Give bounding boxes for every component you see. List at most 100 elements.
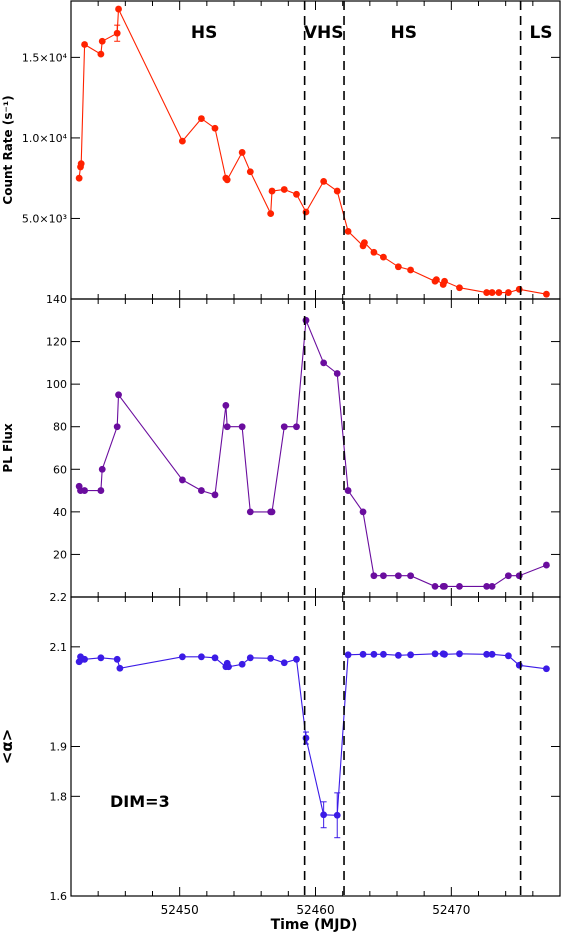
data-point xyxy=(488,582,496,590)
data-point xyxy=(115,5,122,13)
y-tick-label: 1.6 xyxy=(50,890,68,903)
data-point xyxy=(222,402,230,409)
data-point xyxy=(113,29,121,37)
data-point xyxy=(344,227,352,235)
data-point xyxy=(81,41,88,48)
y-axis-label: Count Rate (s⁻¹) xyxy=(1,95,15,204)
data-point xyxy=(488,289,496,296)
data-point xyxy=(441,582,448,590)
data-point xyxy=(543,290,550,298)
x-tick-label: 52460 xyxy=(296,903,334,917)
data-point xyxy=(543,561,550,569)
data-point xyxy=(344,651,352,659)
data-point xyxy=(280,423,288,431)
y-tick-label: 20 xyxy=(53,548,67,561)
data-point xyxy=(359,508,367,516)
data-point xyxy=(483,582,491,590)
data-point xyxy=(456,582,463,590)
data-point xyxy=(488,650,496,658)
data-point xyxy=(431,582,439,590)
y-tick-label: 5.0×10³ xyxy=(22,212,67,225)
data-point xyxy=(504,289,512,296)
panel-pl-flux: 20 40 60 80 100 120 140 PL Flux xyxy=(1,293,561,598)
data-point xyxy=(293,423,300,431)
data-point xyxy=(81,655,88,663)
data-point xyxy=(113,423,121,431)
data-point xyxy=(441,277,448,285)
y-axis-label: <α> xyxy=(0,729,16,764)
data-point xyxy=(407,572,414,580)
plot-frame xyxy=(70,596,561,897)
data-point xyxy=(543,665,550,673)
data-point xyxy=(211,654,219,662)
y-tick-label: 1.5×10⁴ xyxy=(22,51,68,64)
data-point xyxy=(495,289,503,296)
data-point xyxy=(98,37,106,45)
data-point xyxy=(238,149,246,156)
data-point xyxy=(370,650,378,658)
data-point xyxy=(268,508,276,516)
data-point xyxy=(380,253,387,261)
data-point xyxy=(280,186,288,193)
data-point xyxy=(178,476,186,484)
data-point xyxy=(77,160,85,168)
data-point xyxy=(198,487,205,494)
data-point xyxy=(225,663,232,671)
data-point xyxy=(223,423,231,431)
data-point xyxy=(268,187,276,195)
data-point xyxy=(407,651,414,659)
data-point xyxy=(456,650,463,658)
data-point xyxy=(320,811,328,819)
data-point xyxy=(198,115,205,122)
data-point xyxy=(380,650,387,658)
data-point xyxy=(211,491,219,499)
data-point xyxy=(407,266,414,274)
series-line xyxy=(78,8,547,295)
x-tick-label: 52470 xyxy=(432,903,470,917)
panel-count-rate: 5.0×10³ 1.0×10⁴ 1.5×10⁴ Count Rate (s⁻¹) xyxy=(1,0,561,300)
y-tick-label: 2.1 xyxy=(50,641,68,654)
y-tick-label: 100 xyxy=(46,378,67,391)
data-point xyxy=(97,654,105,662)
data-point xyxy=(483,650,491,658)
x-tick-label: 52450 xyxy=(161,903,199,917)
data-point xyxy=(302,208,310,216)
data-point xyxy=(211,124,219,132)
data-point xyxy=(380,572,387,580)
data-point xyxy=(198,653,205,661)
panel-alpha: 1.6 1.8 1.9 2.1 2.2 <α> xyxy=(0,591,561,903)
data-point xyxy=(333,811,341,819)
x-axis-label: Time (MJD) xyxy=(271,917,358,933)
data-point xyxy=(302,316,310,324)
y-tick-label: 1.8 xyxy=(50,790,68,803)
x-axis: 52450 52460 52470 xyxy=(161,903,471,917)
state-label: VHS xyxy=(304,23,344,43)
data-point xyxy=(370,572,378,580)
data-point xyxy=(178,653,186,661)
y-tick-label: 60 xyxy=(53,463,67,476)
y-tick-label: 120 xyxy=(46,336,67,349)
data-point xyxy=(431,650,439,658)
state-label: HS xyxy=(191,23,217,43)
y-tick-label: 80 xyxy=(53,421,67,434)
y-tick-label: 140 xyxy=(46,293,67,306)
y-axis-label: PL Flux xyxy=(1,423,15,472)
state-labels: HS VHS HS LS xyxy=(191,23,553,43)
data-point xyxy=(361,239,368,247)
data-point xyxy=(246,168,254,176)
data-point xyxy=(344,487,352,494)
data-point xyxy=(75,174,83,182)
data-point xyxy=(302,734,310,742)
data-point xyxy=(504,652,512,660)
data-point xyxy=(394,651,402,659)
data-point xyxy=(97,50,105,58)
y-tick-label: 2.2 xyxy=(50,591,68,604)
data-point xyxy=(370,248,378,256)
data-point xyxy=(113,655,121,663)
data-point xyxy=(515,661,523,669)
data-point xyxy=(333,370,341,377)
data-point xyxy=(115,391,122,399)
data-point xyxy=(483,289,491,296)
data-point xyxy=(504,572,512,580)
data-point xyxy=(320,359,328,367)
